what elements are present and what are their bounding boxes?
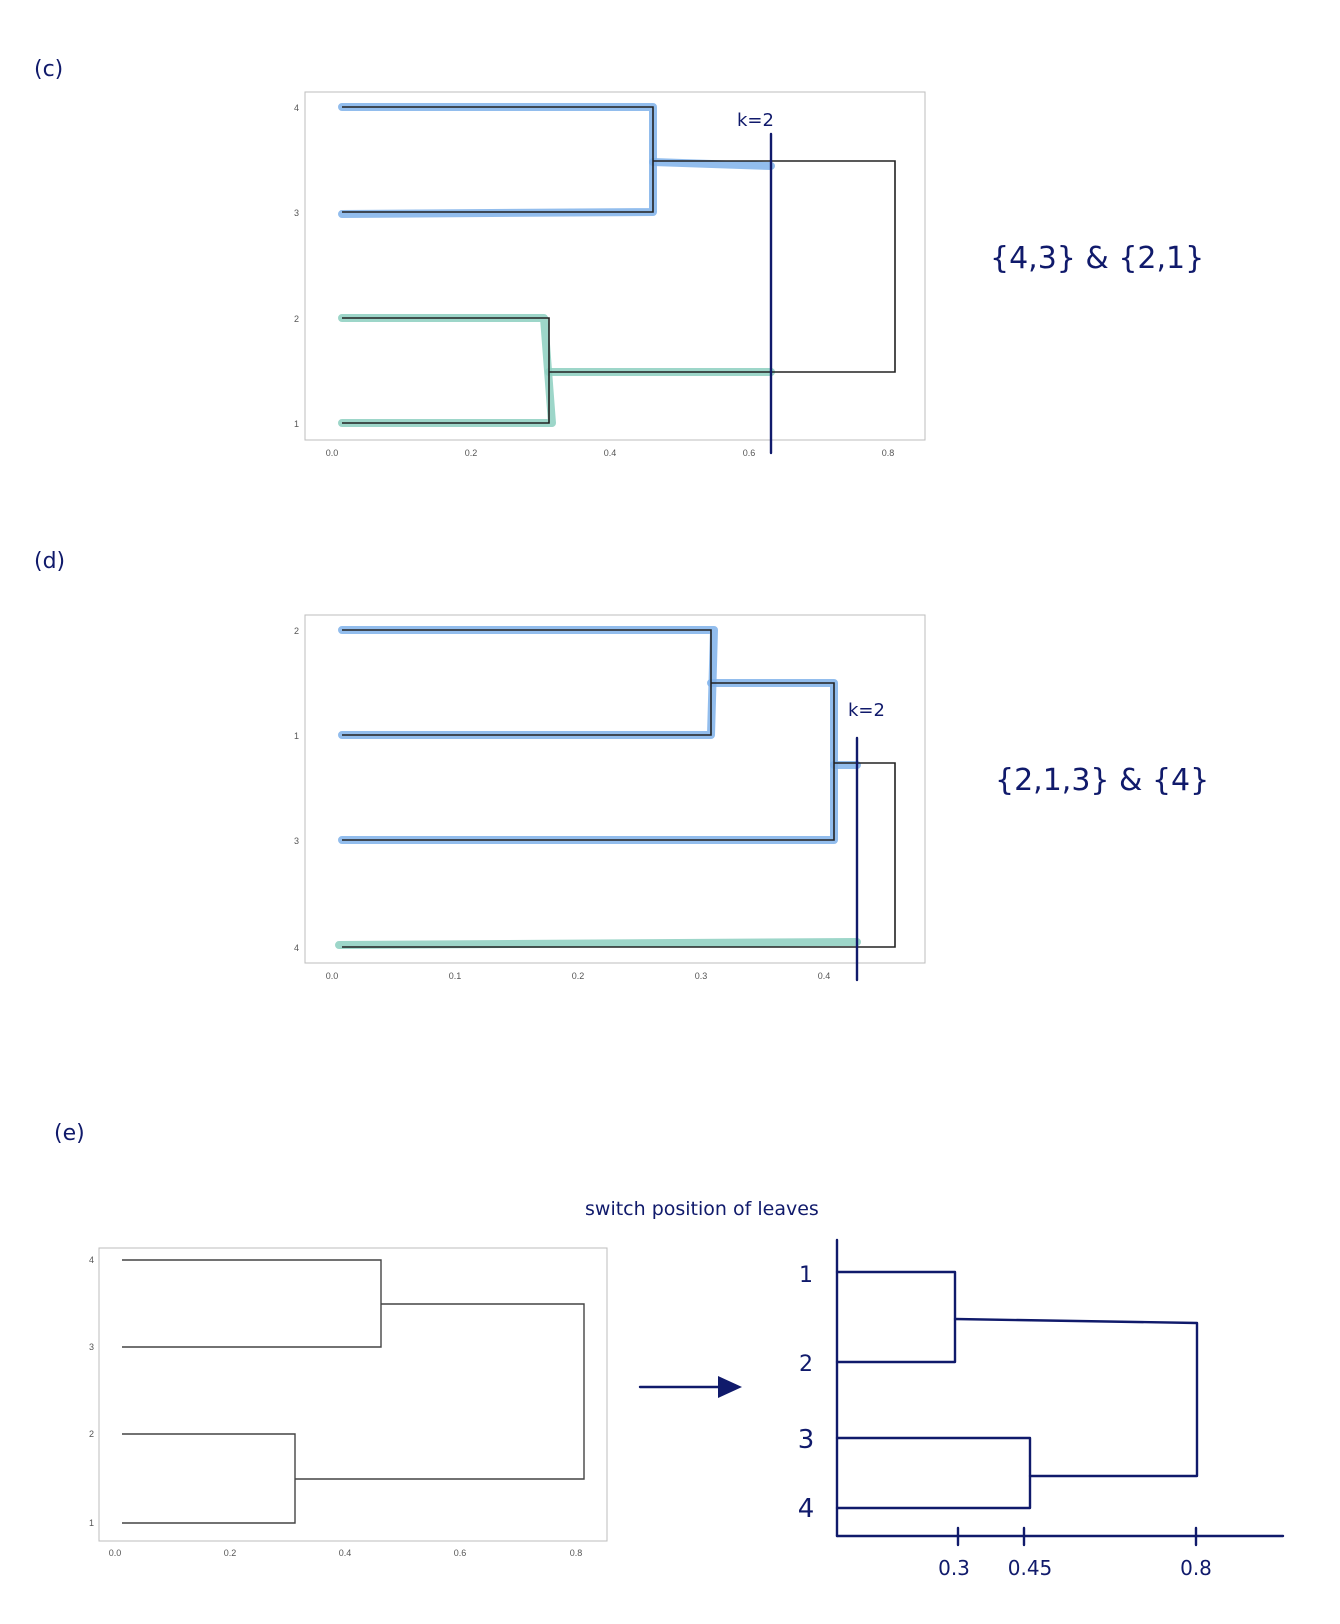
x-tick-e-right: 0.3 [938, 1556, 970, 1580]
y-tick-e-left: 4 [89, 1255, 94, 1265]
cut-label-c: k=2 [737, 110, 774, 131]
dendrogram-e-left: 4 3 2 1 0.0 0.2 0.4 0.6 0.8 [89, 1247, 608, 1558]
x-tick-c: 0.4 [604, 448, 617, 458]
plot-frame-c [304, 91, 926, 441]
branch-2-1 [122, 1433, 296, 1524]
x-tick-d: 0.2 [572, 971, 585, 981]
y-tick-e-left: 1 [89, 1518, 94, 1528]
plot-frame-e [98, 1247, 608, 1542]
x-tick-e-left: 0.8 [570, 1548, 583, 1558]
highlight-cluster-43-leaves [338, 103, 657, 218]
y-tick-c: 4 [294, 103, 299, 113]
branch-2-1 [342, 317, 550, 424]
y-tick-d: 2 [294, 626, 299, 636]
right-arrow-icon [638, 1376, 742, 1398]
y-tick-d: 3 [294, 836, 299, 846]
x-tick-e-right: 0.45 [1008, 1556, 1053, 1580]
x-tick-e-right: 0.8 [1180, 1556, 1212, 1580]
x-tick-e-left: 0.4 [339, 1548, 352, 1558]
highlight-cluster-4 [335, 938, 861, 949]
y-tick-e-left: 3 [89, 1342, 94, 1352]
y-tick-e-right: 3 [798, 1425, 815, 1455]
answer-c: {4,3} & {2,1} [990, 241, 1204, 276]
x-tick-d: 0.1 [449, 971, 462, 981]
branch-3-4 [835, 1436, 1032, 1510]
y-tick-c: 2 [294, 314, 299, 324]
dendrogram-d: k=2 2 1 3 4 0.0 0.1 0.2 0.3 0.4 [294, 614, 926, 982]
branch-2-1 [342, 629, 712, 736]
y-tick-e-right: 1 [799, 1263, 813, 1288]
switch-leaves-note: switch position of leaves [585, 1198, 819, 1220]
x-tick-c: 0.8 [882, 448, 895, 458]
x-tick-e-left: 0.0 [109, 1548, 122, 1558]
highlight-cluster-213-leaves [338, 626, 718, 739]
x-tick-c: 0.6 [743, 448, 756, 458]
branch-4-3 [342, 106, 654, 213]
branch-root-e-right [953, 1317, 1199, 1478]
x-tick-c: 0.2 [465, 448, 478, 458]
dendrogram-e-right: 1 2 3 4 0.3 0.45 0.8 [798, 1238, 1285, 1580]
highlight-cluster-43-stem [649, 158, 775, 170]
y-tick-e-left: 2 [89, 1429, 94, 1439]
branch-root-d [342, 762, 896, 948]
x-tick-e-left: 0.6 [454, 1548, 467, 1558]
y-tick-d: 1 [294, 731, 299, 741]
y-tick-c: 3 [294, 208, 299, 218]
highlight-cluster-213-join [338, 679, 838, 844]
y-tick-d: 4 [294, 943, 299, 953]
answer-d: {2,1,3} & {4} [995, 763, 1209, 798]
branch-4-3 [122, 1259, 382, 1348]
y-tick-e-right: 2 [799, 1352, 813, 1377]
section-label-c: (c) [34, 57, 63, 82]
x-tick-c: 0.0 [326, 448, 339, 458]
branch-root-c [549, 160, 896, 373]
x-tick-d: 0.0 [326, 971, 339, 981]
x-tick-e-left: 0.2 [224, 1548, 237, 1558]
highlight-cluster-21-leaves [338, 314, 556, 427]
y-tick-e-right: 4 [798, 1494, 815, 1524]
cut-label-d: k=2 [848, 700, 885, 721]
branch-1-2 [835, 1270, 957, 1364]
x-tick-d: 0.3 [695, 971, 708, 981]
x-tick-d: 0.4 [818, 971, 831, 981]
plot-frame-d [304, 614, 926, 964]
branch-21-3 [342, 682, 835, 841]
dendrogram-c: k=2 4 3 2 1 0.0 0.2 0.4 0.6 0.8 [294, 91, 926, 458]
y-tick-c: 1 [294, 419, 299, 429]
section-label-e: (e) [54, 1121, 85, 1146]
section-label-d: (d) [34, 549, 65, 574]
branch-root-e [295, 1303, 585, 1480]
